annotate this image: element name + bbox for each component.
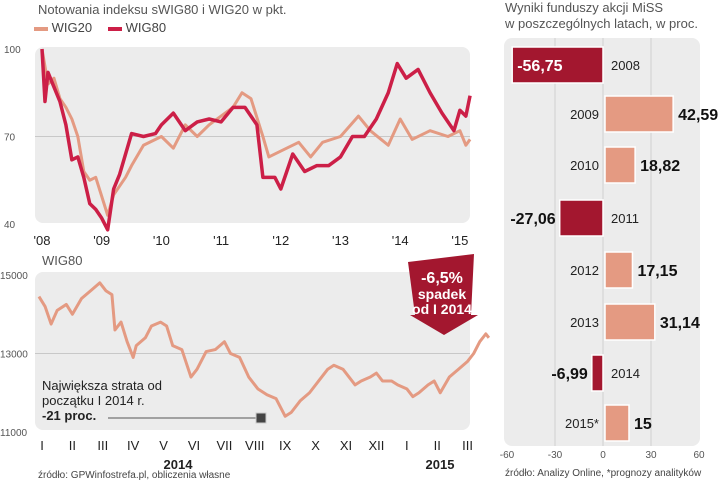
x-tick-label: '14 — [392, 233, 409, 248]
y-tick-label: 11000 — [0, 428, 28, 439]
series-line-wig20 — [40, 48, 472, 217]
plot-area — [35, 47, 470, 223]
series-line-wig80 — [40, 48, 472, 232]
x-tick-label: 30 — [645, 450, 657, 461]
x-tick-label: XI — [340, 438, 352, 453]
legend-wig80: WIG80 — [108, 20, 166, 35]
x-year-label: 2014 — [164, 457, 194, 472]
x-tick-label: I — [40, 438, 44, 453]
series-line-wig80 — [37, 281, 491, 418]
bar-category-label: 2014 — [611, 366, 640, 381]
x-tick-label: '15 — [451, 233, 468, 248]
bar-category-label: 2008 — [611, 58, 640, 73]
min-annotation: Największa strata od początku I 2014 r. … — [42, 378, 162, 423]
x-tick-label: '08 — [34, 233, 51, 248]
bar-category-label: 2011 — [611, 211, 639, 226]
x-tick-label: -60 — [500, 450, 515, 461]
bar-2008 — [511, 46, 604, 84]
x-tick-label: IX — [279, 438, 292, 453]
bar-2012 — [604, 251, 634, 289]
bar-2011 — [558, 199, 604, 237]
bar-value-label: -56,75 — [517, 58, 562, 75]
y-tick-label: 40 — [4, 220, 16, 231]
bar-value-label: 18,82 — [640, 158, 680, 175]
x-tick-label: '11 — [213, 233, 229, 248]
title-line: Wyniki funduszy akcji MiSS — [505, 0, 664, 15]
plot-area — [35, 272, 470, 430]
x-tick-label: 0 — [600, 450, 606, 461]
x-tick-label: I — [405, 438, 409, 453]
badge-text: -6,5% — [421, 270, 463, 287]
x-tick-label: III — [97, 438, 108, 453]
x-tick-label: VII — [216, 438, 232, 453]
bar-value-label: 31,14 — [660, 315, 700, 332]
x-tick-label: IV — [127, 438, 140, 453]
bar-chart-title: Wyniki funduszy akcji MiSS w poszczególny… — [505, 0, 698, 32]
arrow-badge — [408, 254, 478, 335]
bar-value-label: -6,99 — [551, 366, 588, 383]
top-chart-title: Notowania indeksu sWIG80 i WIG20 w pkt. — [38, 2, 287, 17]
bar-value-label: -27,06 — [510, 211, 555, 228]
bar-value-label: 42,59 — [678, 107, 718, 124]
x-tick-label: XII — [368, 438, 384, 453]
y-tick-label: 13000 — [0, 350, 28, 361]
bar-2010 — [604, 146, 636, 184]
annotation-line: początku I 2014 r. — [42, 393, 145, 408]
x-tick-label: V — [159, 438, 168, 453]
x-tick-label: III — [462, 438, 473, 453]
x-tick-label: VI — [188, 438, 200, 453]
x-tick-label: II — [69, 438, 76, 453]
legend-label: WIG80 — [125, 20, 167, 35]
x-tick-label: '13 — [332, 233, 349, 248]
annotation-value: -21 proc. — [42, 408, 97, 423]
badge-text: od I 2014 — [412, 301, 472, 317]
x-tick-label: VIII — [245, 438, 265, 453]
x-tick-label: '12 — [272, 233, 289, 248]
legend-wig20: WIG20 — [34, 20, 92, 35]
legend-swatch-wig20 — [34, 26, 48, 31]
x-year-label: 2015 — [426, 457, 455, 472]
bar-2015* — [604, 404, 630, 442]
legend-swatch-wig80 — [108, 26, 122, 31]
x-tick-label: 60 — [693, 450, 705, 461]
bar-category-label: 2015* — [565, 416, 599, 431]
bar-category-label: 2012 — [570, 263, 599, 278]
badge-text: spadek — [418, 286, 466, 302]
bar-category-label: 2009 — [570, 107, 599, 122]
x-tick-label: '09 — [93, 233, 110, 248]
x-tick-label: '10 — [153, 233, 170, 248]
y-tick-label: 100 — [4, 45, 21, 56]
x-tick-label: -30 — [548, 450, 563, 461]
bar-value-label: 15 — [634, 416, 652, 433]
bar-2009 — [604, 95, 674, 133]
title-line: w poszczególnych latach, w proc. — [505, 16, 698, 31]
bar-category-label: 2010 — [570, 158, 599, 173]
minimum-marker — [255, 412, 267, 424]
y-tick-label: 15000 — [0, 271, 28, 282]
bar-2014 — [591, 354, 604, 392]
bar-value-label: 17,15 — [637, 263, 677, 280]
bottom-chart-title: WIG80 — [42, 253, 83, 268]
bar-category-label: 2013 — [570, 315, 599, 330]
source-right: źródło: Analizy Online, *prognozy analit… — [505, 468, 702, 479]
legend-label: WIG20 — [51, 20, 93, 35]
annotation-line: Największa strata od — [42, 378, 162, 393]
y-tick-label: 70 — [4, 133, 16, 144]
x-tick-label: II — [434, 438, 441, 453]
bar-2013 — [604, 303, 656, 341]
source-left: źródło: GPWinfostrefa.pl, obliczenia wła… — [38, 470, 231, 481]
x-tick-label: X — [311, 438, 320, 453]
